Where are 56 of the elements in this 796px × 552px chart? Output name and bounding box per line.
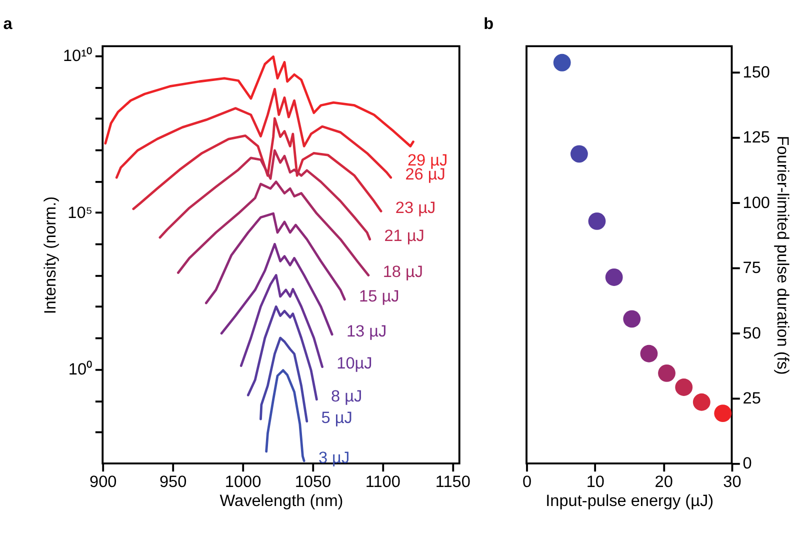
point xyxy=(692,393,710,411)
point xyxy=(623,310,641,328)
y-tick-label: 10⁰ xyxy=(68,360,93,379)
series-label: 15 µJ xyxy=(359,287,400,306)
x-tick-label: 30 xyxy=(723,472,742,491)
series-label: 8 µJ xyxy=(331,387,362,406)
y-tick-label: 150 xyxy=(742,64,770,82)
x-axis-title: Input-pulse energy (µJ) xyxy=(546,492,714,510)
x-tick-label: 20 xyxy=(654,472,673,491)
point xyxy=(714,404,732,422)
x-tick-label: 10 xyxy=(586,472,604,491)
y-tick-label: 100 xyxy=(742,194,770,212)
y-tick-label: 0 xyxy=(742,454,752,473)
x-axis-title: Wavelength (nm) xyxy=(220,492,344,510)
line-series xyxy=(265,369,306,462)
line-series xyxy=(115,88,392,179)
y-tick-label: 25 xyxy=(742,389,761,408)
line-series xyxy=(204,212,346,304)
series-label: 23 µJ xyxy=(395,199,436,218)
line-series xyxy=(158,149,372,240)
x-tick-label: 1100 xyxy=(365,472,400,491)
series-label: 18 µJ xyxy=(382,263,424,282)
y-tick-label: 10⁵ xyxy=(68,204,93,222)
chart-title: b xyxy=(484,14,494,33)
series-label: 5 µJ xyxy=(321,409,352,428)
series-label: 3 µJ xyxy=(318,448,350,467)
x-tick-label: 950 xyxy=(159,472,187,491)
y-tick-label: 125 xyxy=(742,128,770,147)
chart-title: a xyxy=(3,14,14,33)
point xyxy=(658,364,676,382)
y-tick-label: 75 xyxy=(742,259,761,278)
line-series xyxy=(246,305,318,401)
x-tick-label: 900 xyxy=(89,472,117,491)
line-series xyxy=(104,55,414,148)
line-series xyxy=(176,180,370,276)
series-label: 13 µJ xyxy=(346,322,387,340)
point xyxy=(588,212,606,230)
x-tick-label: 0 xyxy=(522,472,532,491)
point xyxy=(605,268,623,286)
y-tick-label: 50 xyxy=(742,324,761,342)
series-label: 21 µJ xyxy=(384,227,424,246)
y-tick-label: 10¹⁰ xyxy=(62,46,93,65)
y-axis-title: Fourier-limited pulse duration (fs) xyxy=(774,136,792,375)
line-series xyxy=(260,336,308,422)
point xyxy=(553,54,571,72)
series-label: 10µJ xyxy=(336,354,372,373)
y-axis-title: Intensity (norm.) xyxy=(42,196,60,314)
x-tick-label: 1150 xyxy=(435,472,470,491)
line-series xyxy=(240,274,324,368)
x-tick-label: 1000 xyxy=(224,472,262,491)
point xyxy=(570,145,588,163)
point xyxy=(675,378,693,396)
point xyxy=(640,344,658,362)
line-series xyxy=(132,117,382,212)
x-tick-label: 1050 xyxy=(294,472,332,491)
line-series xyxy=(220,242,334,336)
